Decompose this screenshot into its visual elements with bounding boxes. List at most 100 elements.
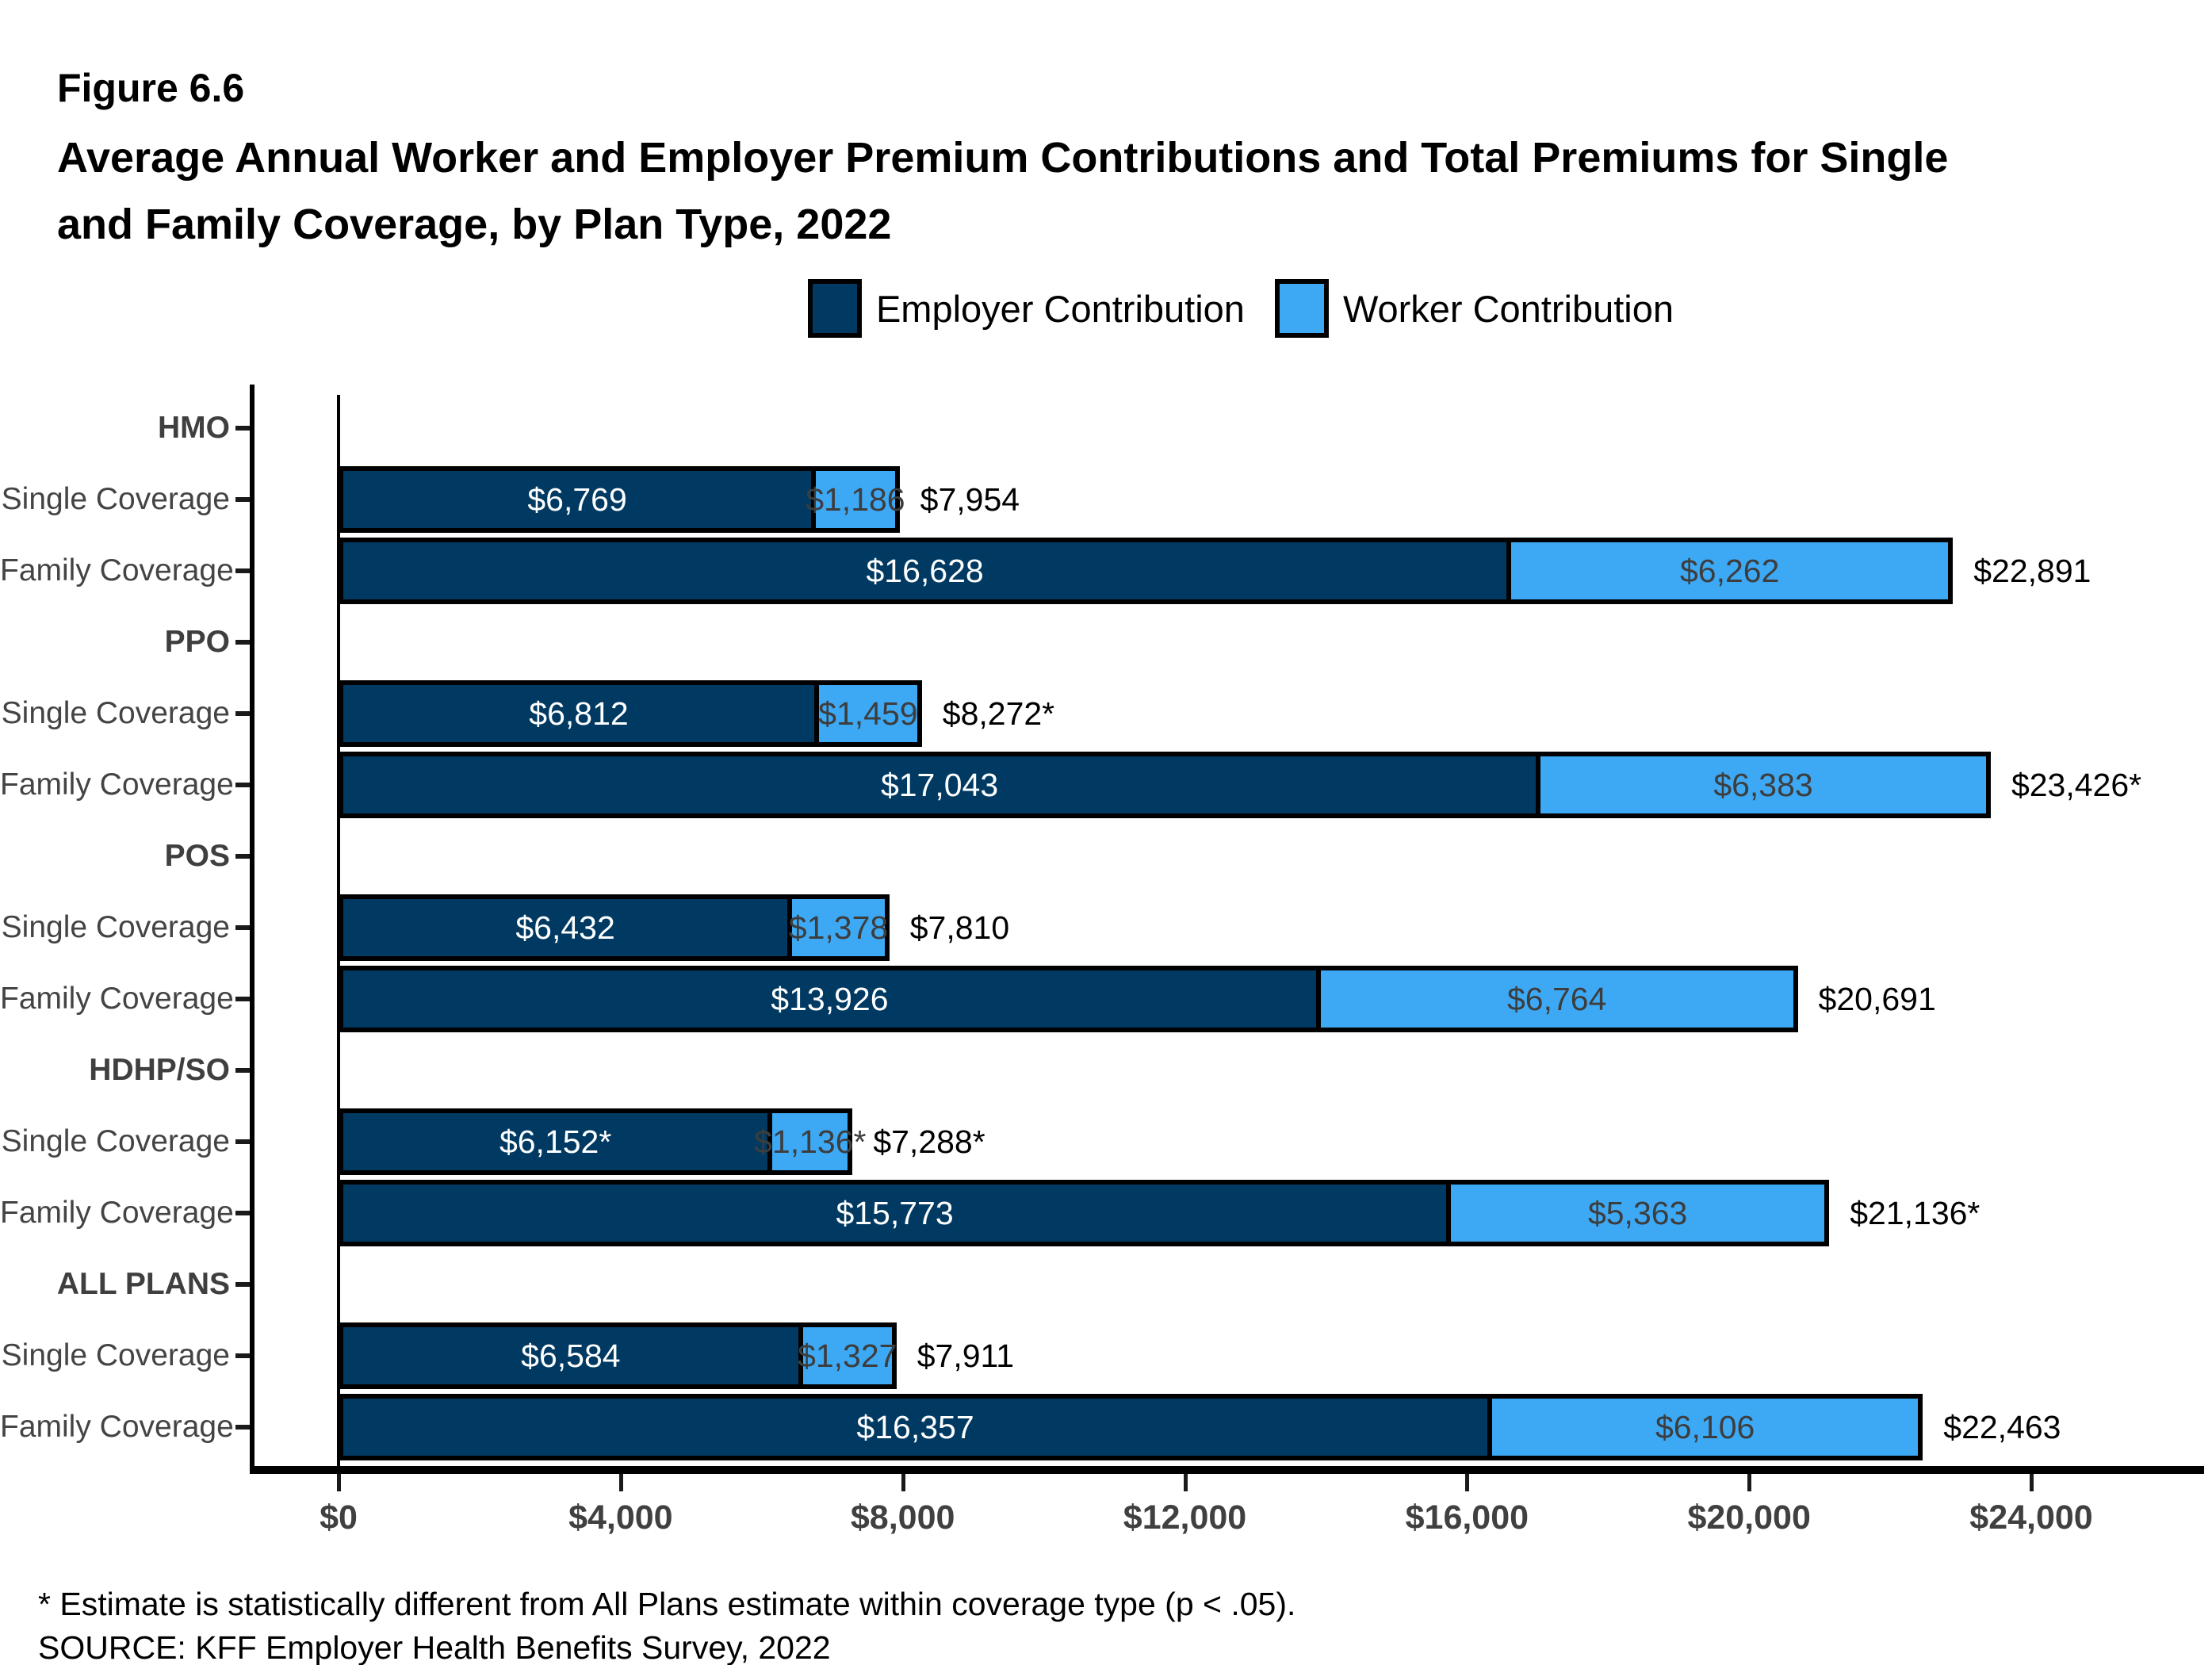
x-axis-tick-label: $24,000 xyxy=(1969,1498,2093,1537)
y-axis-tick xyxy=(235,1425,250,1430)
bar-segment-worker: $1,186 xyxy=(806,466,905,533)
employer-value-label: $6,152* xyxy=(499,1123,612,1160)
bar-segment-employer: $16,357 xyxy=(339,1394,1493,1460)
figure-label: Figure 6.6 xyxy=(57,66,245,110)
y-axis-tick xyxy=(235,1282,250,1287)
total-value-label: $22,891 xyxy=(1973,553,2091,589)
bar-segment-worker: $6,764 xyxy=(1315,966,1798,1032)
y-axis-label-coverage: Family Coverage xyxy=(0,767,234,802)
legend-item-employer: Employer Contribution xyxy=(807,279,1245,338)
y-axis-label-plan: HMO xyxy=(158,411,230,445)
employer-value-label: $16,357 xyxy=(856,1408,974,1445)
worker-value-label: $1,186 xyxy=(806,480,905,518)
worker-value-label: $6,106 xyxy=(1655,1408,1755,1445)
x-axis-tick-label: $8,000 xyxy=(850,1498,955,1537)
worker-value-label: $1,327 xyxy=(798,1337,897,1374)
total-value-label: $21,136* xyxy=(1850,1195,1980,1231)
y-axis-tick xyxy=(235,1211,250,1215)
bar-segment-employer: $15,773 xyxy=(339,1180,1452,1246)
y-axis-tick xyxy=(235,568,250,573)
total-value-label: $23,426* xyxy=(2011,767,2142,803)
worker-value-label: $5,363 xyxy=(1587,1194,1688,1231)
x-axis-tick xyxy=(1465,1474,1470,1491)
y-axis-tick xyxy=(235,1353,250,1358)
bar-segment-worker: $6,383 xyxy=(1536,752,1991,818)
x-axis-tick xyxy=(1747,1474,1752,1491)
bar-segment-employer: $6,812 xyxy=(339,680,819,747)
chart-title-line1: Average Annual Worker and Employer Premi… xyxy=(57,134,1949,182)
employer-value-label: $15,773 xyxy=(836,1194,954,1231)
employer-value-label: $6,584 xyxy=(521,1337,621,1374)
x-axis-line xyxy=(250,1466,2204,1474)
bar-segment-worker: $5,363 xyxy=(1446,1180,1830,1246)
bar-segment-employer: $6,152* xyxy=(339,1108,773,1175)
employer-value-label: $13,926 xyxy=(771,980,889,1017)
bar-segment-worker: $1,327 xyxy=(798,1322,897,1389)
x-axis-tick xyxy=(618,1474,623,1491)
y-axis-label-coverage: Family Coverage xyxy=(0,553,234,588)
total-value-label: $8,272* xyxy=(942,695,1055,732)
x-axis-tick-label: $20,000 xyxy=(1687,1498,1811,1537)
bar-segment-worker: $1,136* xyxy=(754,1108,866,1175)
y-axis-label-coverage: Family Coverage xyxy=(0,982,234,1016)
y-axis-label-coverage: Single Coverage xyxy=(1,482,230,516)
worker-contribution-swatch-icon xyxy=(1274,279,1329,338)
employer-value-label: $16,628 xyxy=(866,552,984,589)
y-axis-tick xyxy=(235,783,250,787)
x-axis-tick xyxy=(1183,1474,1188,1491)
employer-contribution-swatch-icon xyxy=(807,279,862,338)
bar-segment-employer: $13,926 xyxy=(339,966,1321,1032)
worker-value-label: $1,378 xyxy=(788,909,889,946)
y-axis-label-coverage: Family Coverage xyxy=(0,1410,234,1444)
x-axis-tick xyxy=(337,1474,341,1491)
x-axis-tick xyxy=(2030,1474,2034,1491)
y-axis-tick xyxy=(235,640,250,645)
x-axis-tick-label: $0 xyxy=(320,1498,358,1537)
y-axis-label-coverage: Single Coverage xyxy=(1,1338,230,1372)
y-axis-label-plan: ALL PLANS xyxy=(56,1267,230,1301)
y-axis-tick xyxy=(235,997,250,1001)
y-axis-label-coverage: Single Coverage xyxy=(1,696,230,730)
bar-segment-worker: $6,106 xyxy=(1487,1394,1923,1460)
total-value-label: $7,288* xyxy=(873,1123,985,1160)
legend-label-employer: Employer Contribution xyxy=(875,287,1245,330)
total-value-label: $7,954 xyxy=(920,481,1020,518)
y-axis-label-plan: POS xyxy=(164,839,230,873)
x-axis-tick-label: $12,000 xyxy=(1123,1498,1247,1537)
employer-value-label: $17,043 xyxy=(880,766,999,803)
total-value-label: $22,463 xyxy=(1943,1409,2061,1445)
worker-value-label: $6,262 xyxy=(1680,552,1780,589)
total-value-label: $20,691 xyxy=(1818,981,1936,1017)
total-value-label: $7,810 xyxy=(909,909,1010,946)
y-axis-label-coverage: Single Coverage xyxy=(1,1124,230,1158)
employer-value-label: $6,432 xyxy=(515,909,615,946)
legend: Employer Contribution Worker Contributio… xyxy=(0,279,2212,338)
bar-segment-employer: $17,043 xyxy=(339,752,1541,818)
y-axis-label-plan: PPO xyxy=(164,625,230,659)
worker-value-label: $1,459 xyxy=(818,695,918,732)
bar-segment-employer: $6,769 xyxy=(339,466,817,533)
employer-value-label: $6,812 xyxy=(529,695,629,732)
y-axis-tick xyxy=(235,497,250,502)
y-axis-tick xyxy=(235,854,250,859)
y-axis-label-coverage: Single Coverage xyxy=(1,910,230,944)
bar-segment-worker: $1,459 xyxy=(813,680,922,747)
y-axis-tick xyxy=(235,711,250,716)
bar-segment-employer: $6,432 xyxy=(339,894,793,961)
y-axis-label-coverage: Family Coverage xyxy=(0,1196,234,1230)
worker-value-label: $1,136* xyxy=(754,1123,867,1160)
x-axis-tick xyxy=(901,1474,905,1491)
x-axis-tick-label: $4,000 xyxy=(568,1498,673,1537)
bar-segment-worker: $6,262 xyxy=(1506,538,1954,604)
legend-item-worker: Worker Contribution xyxy=(1274,279,1674,338)
y-axis-tick xyxy=(235,1139,250,1144)
employer-value-label: $6,769 xyxy=(527,480,627,518)
y-axis-tick xyxy=(235,426,250,431)
total-value-label: $7,911 xyxy=(917,1338,1015,1374)
chart-title-line2: and Family Coverage, by Plan Type, 2022 xyxy=(57,201,892,248)
y-axis-label-plan: HDHP/SO xyxy=(89,1053,230,1087)
footnote: * Estimate is statistically different fr… xyxy=(38,1586,1296,1622)
bar-segment-worker: $1,378 xyxy=(787,894,890,961)
